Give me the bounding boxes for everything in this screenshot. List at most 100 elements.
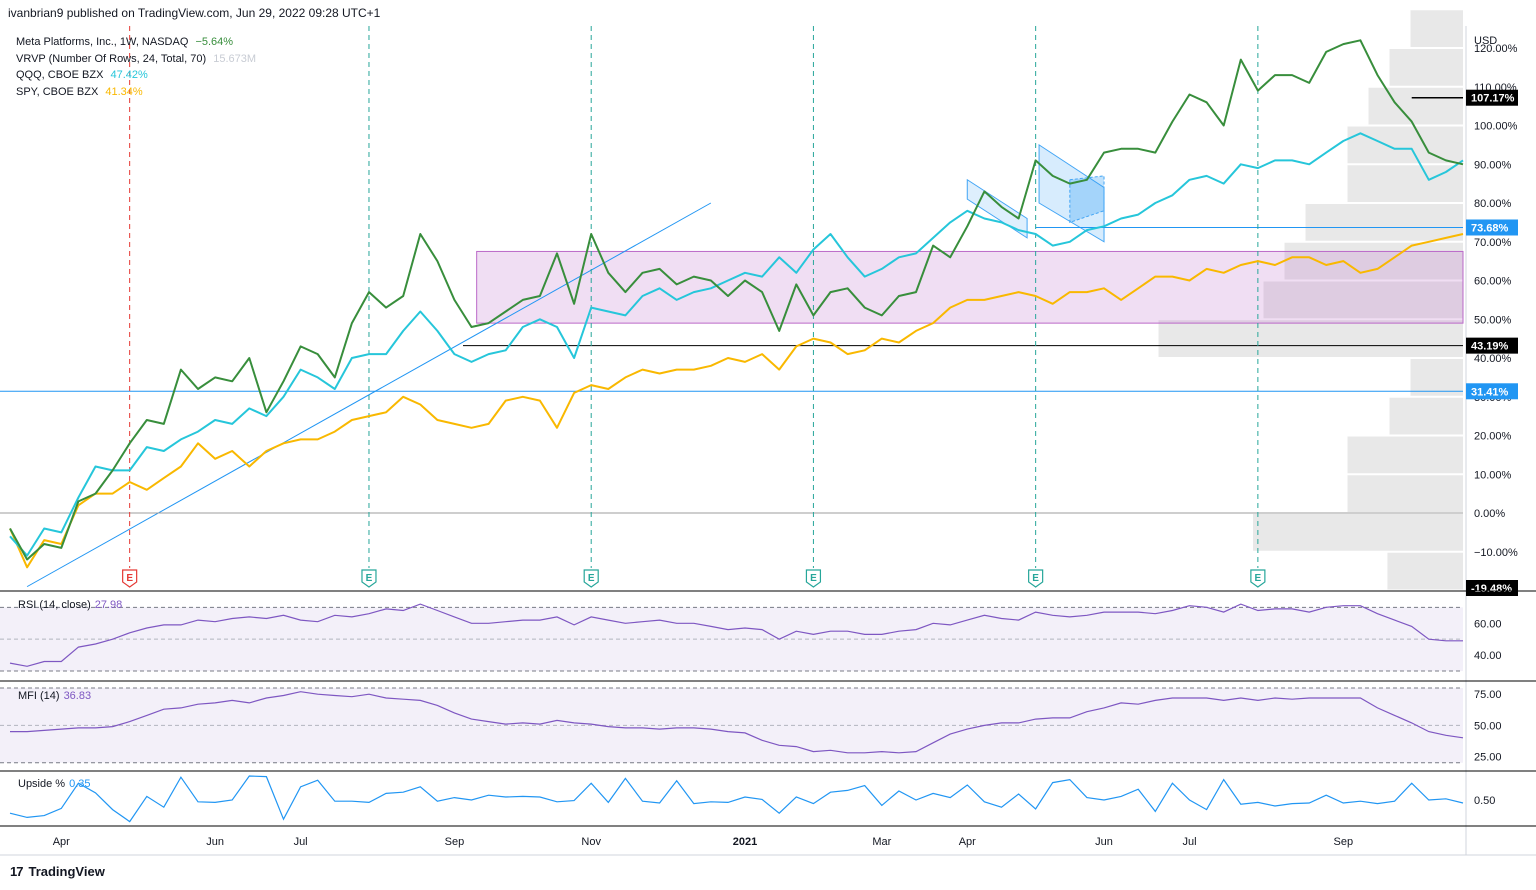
rsi-label: RSI (14, close) 27.98	[18, 599, 122, 611]
x-tick-label: Jun	[1095, 836, 1113, 848]
volume-profile-bar	[1347, 475, 1463, 512]
earnings-marker-badge	[583, 569, 599, 588]
earnings-marker: E	[122, 569, 138, 588]
rsi-tick-label: 40.00	[1474, 650, 1502, 662]
x-tick-label: Nov	[581, 836, 601, 848]
price-tag-label: 43.19%	[1471, 341, 1509, 353]
price-tag-bg	[1466, 383, 1518, 400]
earnings-marker-badge	[361, 569, 377, 588]
y-tick-label: 0.00%	[1474, 508, 1505, 520]
x-tick-label: Jun	[206, 836, 224, 848]
series-line	[9, 39, 1464, 561]
y-tick-label: −10.00%	[1474, 547, 1518, 559]
publisher-credit: ivanbrian9 published on TradingView.com,…	[8, 6, 381, 20]
channel-drawing	[1038, 143, 1105, 243]
tradingview-logo-icon: 17	[10, 864, 24, 879]
volume-profile-bar	[1387, 552, 1463, 590]
volume-profile-bar	[1263, 281, 1463, 319]
upside-tick-label: 0.50	[1474, 795, 1495, 807]
earnings-marker: E	[361, 569, 377, 588]
mfi-tick-label: 75.00	[1474, 689, 1502, 701]
earnings-marker-label: E	[810, 573, 817, 584]
legend-qqq: QQQ, CBOE BZX 47.42%	[16, 69, 148, 81]
legend-spy-value: 41.34%	[105, 86, 143, 98]
footer-brand: 17 TradingView	[10, 864, 105, 879]
y-tick-label: 40.00%	[1474, 353, 1512, 365]
x-tick-label: Sep	[1334, 836, 1354, 848]
y-tick-label: 10.00%	[1474, 469, 1512, 481]
earnings-marker-badge	[1250, 569, 1266, 588]
price-tag-bg	[1466, 219, 1518, 236]
series-line	[9, 233, 1464, 569]
upside-line	[9, 775, 1464, 823]
upside-label: Upside % 0.35	[18, 778, 91, 790]
upside-label-text: Upside %	[18, 778, 66, 790]
x-tick-label: Apr	[53, 836, 70, 848]
trend-line	[26, 202, 712, 588]
rsi-line	[9, 603, 1463, 667]
mfi-line	[10, 691, 1464, 754]
volume-profile-bar	[1389, 49, 1463, 86]
brand-name: TradingView	[28, 864, 105, 879]
volume-profile-bar	[1347, 165, 1463, 202]
x-tick-label: Jul	[294, 836, 308, 848]
rsi-tick-label: 60.00	[1474, 618, 1502, 630]
earnings-marker-label: E	[1255, 573, 1262, 584]
y-tick-label: 20.00%	[1474, 431, 1512, 443]
legend-spy: SPY, CBOE BZX 41.34%	[16, 86, 143, 98]
volume-profile	[1158, 10, 1463, 590]
earnings-marker-badge	[1028, 569, 1044, 588]
legend-vrvp-name: VRVP (Number Of Rows, 24, Total, 70)	[16, 53, 207, 65]
legend-meta-value: −5.64%	[195, 36, 234, 48]
volume-profile-bar	[1410, 359, 1463, 396]
volume-profile-bar	[1284, 242, 1463, 280]
y-tick-label: 120.00%	[1474, 43, 1518, 55]
mfi-label: MFI (14) 36.83	[18, 690, 91, 702]
channel-inner-drawing	[1069, 175, 1105, 224]
upside-value: 0.35	[69, 778, 91, 790]
range-rectangle	[476, 250, 1464, 324]
volume-profile-bar	[1253, 514, 1463, 551]
y-tick-label: 90.00%	[1474, 159, 1512, 171]
x-tick-label: Sep	[445, 836, 465, 848]
price-tag-label: -19.48%	[1471, 583, 1512, 595]
earnings-marker-label: E	[588, 573, 595, 584]
legend-meta: Meta Platforms, Inc., 1W, NASDAQ −5.64%	[16, 36, 233, 48]
price-tag: -19.48%	[1466, 580, 1518, 596]
legend-qqq-name: QQQ, CBOE BZX	[16, 69, 104, 81]
mfi-value: 36.83	[63, 690, 92, 702]
x-tick-label: Mar	[872, 836, 891, 848]
volume-profile-bar	[1368, 87, 1463, 125]
price-tag-bg	[1466, 337, 1518, 354]
earnings-marker: E	[583, 569, 599, 588]
earnings-marker: E	[1028, 569, 1044, 588]
volume-profile-bar	[1347, 126, 1463, 164]
rsi-value: 27.98	[94, 599, 123, 611]
y-tick-label: 100.00%	[1474, 121, 1518, 133]
price-tag: 31.41%	[1466, 383, 1518, 400]
x-tick-label: Jul	[1182, 836, 1196, 848]
price-tag: 107.17%	[1466, 89, 1518, 106]
mfi-tick-label: 25.00	[1474, 752, 1502, 764]
price-tag: 43.19%	[1466, 337, 1518, 354]
price-tag-label: 73.68%	[1471, 222, 1509, 234]
price-tag-label: 107.17%	[1471, 93, 1515, 105]
price-tag-bg	[1466, 89, 1518, 106]
price-tag-bg	[1466, 580, 1518, 596]
x-tick-label: 2021	[733, 836, 757, 848]
volume-profile-bar	[1158, 320, 1463, 357]
earnings-marker-label: E	[126, 573, 133, 584]
earnings-marker-label: E	[1032, 573, 1039, 584]
volume-profile-bar	[1305, 204, 1463, 241]
price-tag: 73.68%	[1466, 219, 1518, 236]
legend-spy-name: SPY, CBOE BZX	[16, 86, 99, 98]
legend-qqq-value: 47.42%	[110, 69, 148, 81]
volume-profile-bar	[1347, 436, 1463, 474]
legend-vrvp: VRVP (Number Of Rows, 24, Total, 70) 15.…	[16, 53, 256, 65]
earnings-marker: E	[805, 569, 822, 588]
y-tick-label: 60.00%	[1474, 276, 1512, 288]
series-line	[9, 132, 1464, 557]
volume-profile-bar	[1410, 10, 1463, 47]
y-tick-label: 50.00%	[1474, 314, 1512, 326]
